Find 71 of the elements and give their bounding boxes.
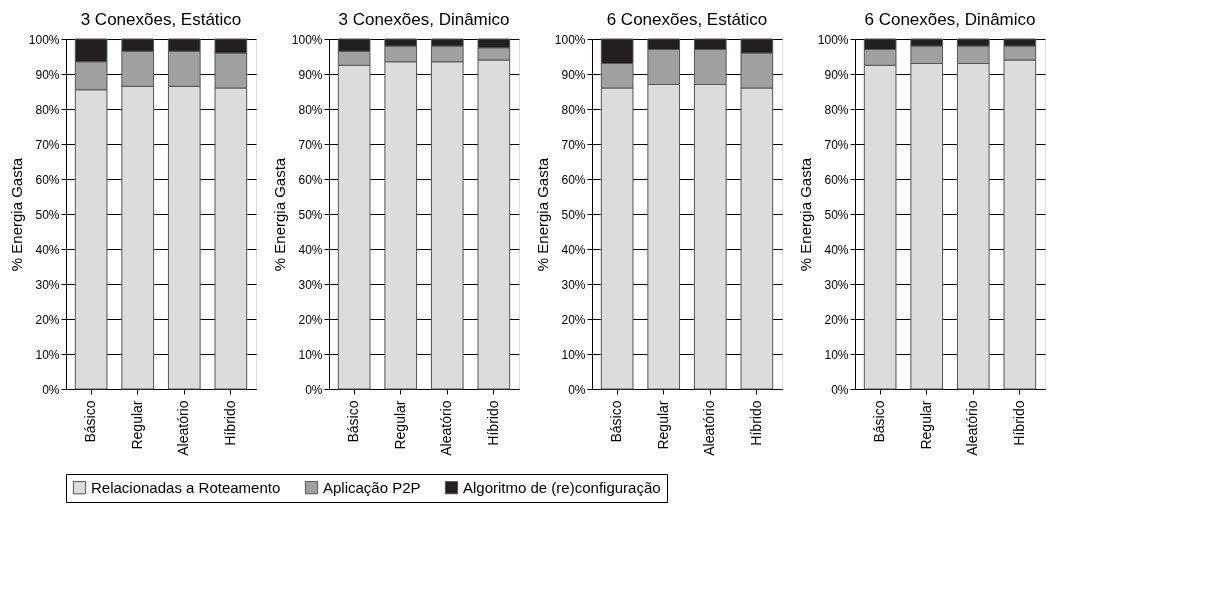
y-tick-label: 90% (824, 67, 849, 82)
y-axis-title: % Energia Gasta (533, 157, 551, 272)
x-tick-label: Aleatório (964, 400, 981, 456)
x-tick-label: Híbrido (484, 400, 501, 446)
chart-title: 6 Conexões, Estático (606, 10, 768, 29)
chart-title: 6 Conexões, Dinâmico (864, 10, 1036, 29)
y-tick-label: 90% (298, 67, 323, 82)
y-tick-label: 50% (824, 207, 849, 222)
y-tick-label: 0% (42, 382, 60, 397)
x-tick-label: Aleatório (175, 400, 192, 456)
x-tick-label: Básico (871, 400, 888, 443)
x-tick-label: Básico (608, 400, 625, 443)
y-tick-label: 20% (298, 312, 323, 327)
y-tick-label: 100% (28, 32, 60, 47)
legend-label: Aplicação P2P (323, 478, 421, 496)
y-tick-label: 70% (35, 137, 60, 152)
x-tick-label: Regular (654, 400, 671, 450)
y-tick-label: 0% (831, 382, 849, 397)
y-tick-label: 50% (298, 207, 323, 222)
y-tick-label: 30% (298, 277, 323, 292)
y-tick-label: 50% (561, 207, 586, 222)
y-tick-label: 80% (561, 102, 586, 117)
y-tick-label: 0% (305, 382, 323, 397)
y-tick-label: 0% (568, 382, 586, 397)
y-tick-label: 70% (561, 137, 586, 152)
y-tick-label: 60% (298, 172, 323, 187)
y-tick-label: 30% (561, 277, 586, 292)
y-tick-label: 60% (561, 172, 586, 187)
y-tick-label: 70% (298, 137, 323, 152)
y-axis-title: % Energia Gasta (796, 157, 814, 272)
x-tick-label: Regular (128, 400, 145, 450)
y-tick-label: 10% (298, 347, 323, 362)
y-tick-label: 80% (298, 102, 323, 117)
y-tick-label: 80% (35, 102, 60, 117)
y-tick-label: 10% (35, 347, 60, 362)
y-tick-label: 20% (824, 312, 849, 327)
y-tick-label: 10% (561, 347, 586, 362)
x-tick-label: Aleatório (701, 400, 718, 456)
y-tick-label: 90% (561, 67, 586, 82)
y-tick-label: 40% (298, 242, 323, 257)
x-tick-label: Híbrido (747, 400, 764, 446)
legend-label: Relacionadas a Roteamento (91, 478, 281, 496)
x-tick-label: Regular (391, 400, 408, 450)
y-tick-label: 20% (561, 312, 586, 327)
y-tick-label: 40% (561, 242, 586, 257)
y-tick-label: 60% (824, 172, 849, 187)
y-tick-label: 70% (824, 137, 849, 152)
y-axis-title: % Energia Gasta (270, 157, 288, 272)
x-tick-label: Regular (917, 400, 934, 450)
x-tick-label: Híbrido (221, 400, 238, 446)
y-tick-label: 40% (35, 242, 60, 257)
y-tick-label: 100% (291, 32, 323, 47)
y-tick-label: 20% (35, 312, 60, 327)
y-tick-label: 10% (824, 347, 849, 362)
y-tick-label: 30% (824, 277, 849, 292)
chart-title: 3 Conexões, Estático (80, 10, 242, 29)
chart-title: 3 Conexões, Dinâmico (338, 10, 510, 29)
x-tick-label: Básico (345, 400, 362, 443)
y-axis-title: % Energia Gasta (7, 157, 25, 272)
y-tick-label: 30% (35, 277, 60, 292)
y-tick-label: 80% (824, 102, 849, 117)
x-tick-label: Básico (82, 400, 99, 443)
y-tick-label: 60% (35, 172, 60, 187)
y-tick-label: 50% (35, 207, 60, 222)
y-tick-label: 90% (35, 67, 60, 82)
y-tick-label: 100% (817, 32, 849, 47)
y-tick-label: 100% (554, 32, 586, 47)
x-tick-label: Híbrido (1010, 400, 1027, 446)
y-tick-label: 40% (824, 242, 849, 257)
x-tick-label: Aleatório (438, 400, 455, 456)
legend-label: Algoritmo de (re)configuração (463, 478, 661, 496)
